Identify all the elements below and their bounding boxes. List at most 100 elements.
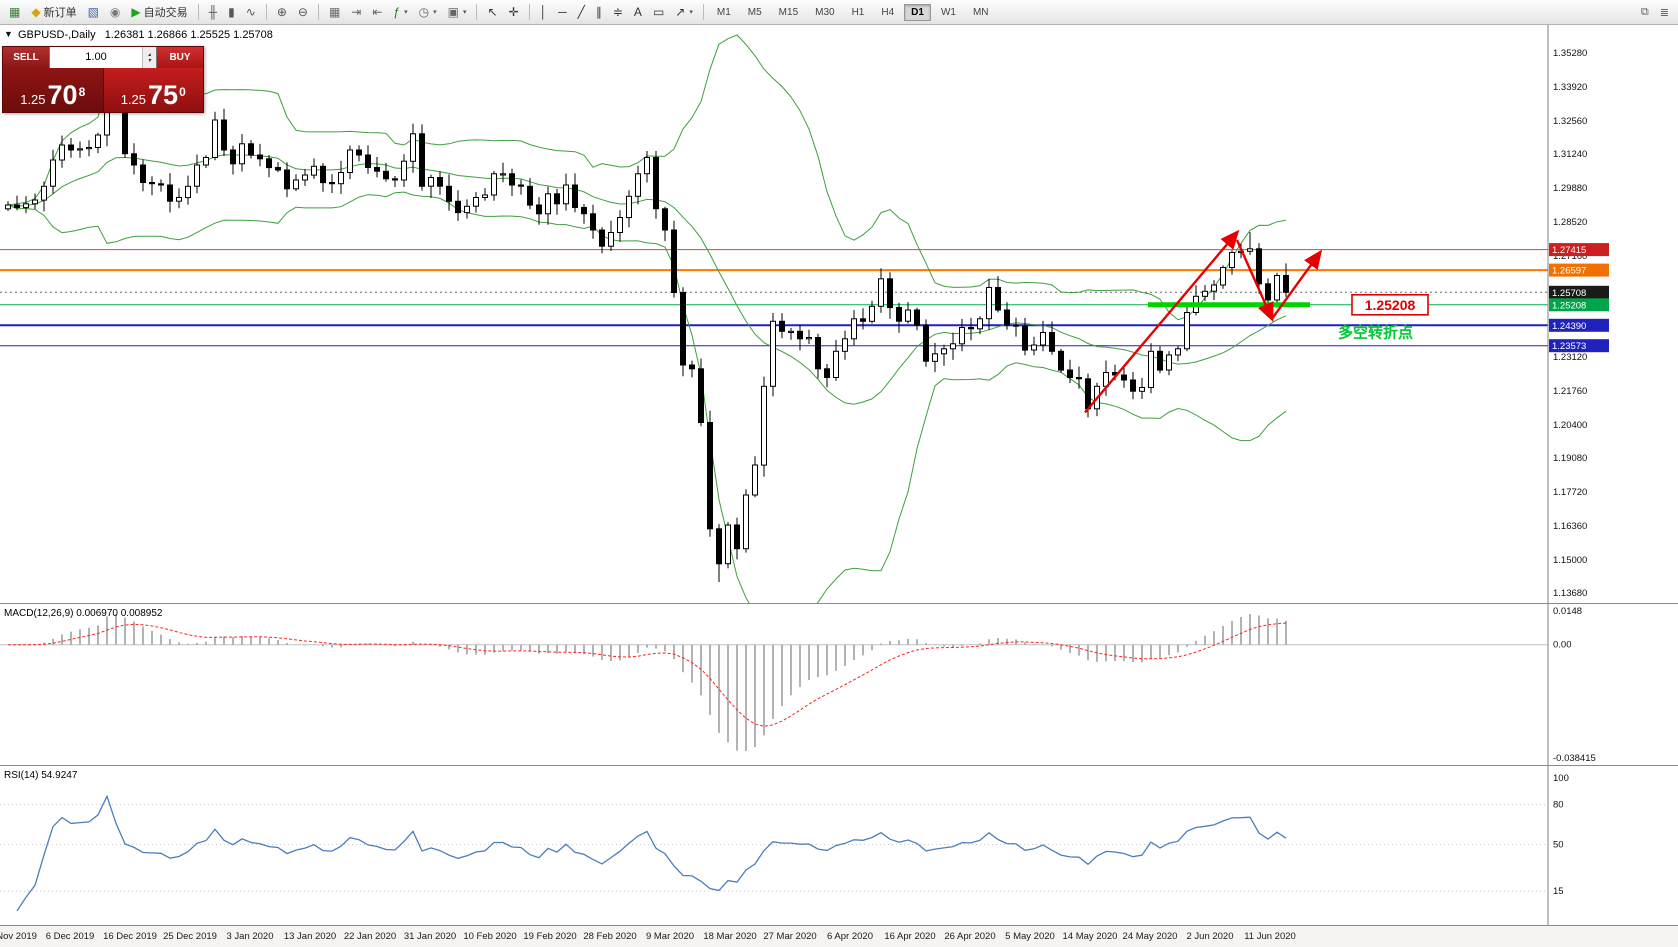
equidistant-channel-icon: ∥: [595, 5, 602, 19]
timeframe-m5-button[interactable]: M5: [747, 6, 762, 18]
svg-text:1.28520: 1.28520: [1553, 217, 1587, 228]
volume-spinner[interactable]: ▴ ▾: [142, 47, 156, 68]
timeframe-m1-button[interactable]: M1: [716, 6, 731, 18]
svg-text:1.16360: 1.16360: [1553, 521, 1587, 532]
periods-button[interactable]: ◷ ▾: [414, 4, 442, 20]
drawn-annotations[interactable]: 1.25208 多空转折点: [1084, 229, 1429, 414]
timeframe-h1-button[interactable]: H1: [851, 6, 865, 18]
equidistant-channel-button[interactable]: ∥: [591, 4, 607, 20]
volume-down-icon[interactable]: ▾: [147, 57, 151, 64]
fibonacci-retracement-button[interactable]: ≑: [608, 4, 628, 20]
text-button[interactable]: A: [629, 4, 647, 20]
volume-up-icon[interactable]: ▴: [147, 51, 151, 58]
timeframe-m30-button[interactable]: M30: [815, 6, 835, 18]
svg-text:100: 100: [1553, 773, 1569, 784]
crosshair-icon: ✛: [508, 5, 519, 19]
crosshair-button[interactable]: ✛: [504, 4, 524, 20]
auto-scroll-button[interactable]: ⇥: [346, 4, 366, 20]
date-axis-label: 6 Dec 2019: [45, 931, 95, 942]
price-axis[interactable]: 1.35280 1.33920 1.32560 1.31240 1.29880 1.285…: [1547, 25, 1609, 603]
toolbar-separator: [476, 4, 478, 20]
sound-alert-button[interactable]: ◉: [105, 4, 125, 20]
timeframe-w1-button[interactable]: W1: [940, 6, 956, 18]
rsi-line: [16, 794, 1287, 912]
vertical-line-button[interactable]: │: [535, 4, 553, 20]
date-axis-label: 13 Jan 2020: [283, 931, 337, 942]
new-chart-button[interactable]: ▦: [4, 4, 25, 20]
rsi-svg: 100 80 50 15 RSI(14) 54.9247: [0, 766, 1678, 925]
svg-text:1.32560: 1.32560: [1553, 116, 1587, 127]
indicators-icon: ƒ: [393, 5, 401, 19]
svg-text:1.23120: 1.23120: [1553, 352, 1587, 363]
rsi-panel[interactable]: 100 80 50 15 RSI(14) 54.9247: [0, 765, 1678, 925]
new-order-label: 新订单: [43, 7, 77, 19]
window-list-icon[interactable]: ≣: [1659, 6, 1669, 19]
templates-dropdown-icon[interactable]: ▾: [462, 9, 467, 16]
cursor-button[interactable]: ↖: [482, 4, 502, 20]
indicators-button[interactable]: ƒ ▾: [388, 4, 412, 20]
date-axis-label: 27 Mar 2020: [763, 931, 817, 942]
auto-trading-button[interactable]: ▶ 自动交易: [126, 2, 192, 22]
indicators-dropdown-icon[interactable]: ▾: [404, 9, 408, 16]
tile-windows-button[interactable]: ▦: [324, 4, 345, 20]
macd-histogram: [16, 614, 1287, 751]
horizontal-line-button[interactable]: ─: [553, 4, 572, 20]
templates-button[interactable]: ▣ ▾: [443, 4, 472, 20]
buy-price[interactable]: 1.25 75 0: [102, 68, 203, 112]
timeframe-m15-button[interactable]: M15: [778, 6, 799, 18]
timeframe-d1-button[interactable]: D1: [904, 3, 931, 21]
volume-value[interactable]: 1.00: [85, 51, 107, 63]
macd-label: MACD(12,26,9) 0.006970 0.008952: [4, 608, 163, 619]
candles: [5, 51, 1289, 582]
auto-trading-label: 自动交易: [143, 7, 188, 19]
periods-dropdown-icon[interactable]: ▾: [433, 9, 437, 16]
line-chart-type-button[interactable]: ∿: [241, 4, 261, 20]
trend-arrow: [1235, 239, 1274, 323]
svg-text:1.33920: 1.33920: [1553, 82, 1587, 93]
trend-arrow: [1084, 229, 1240, 414]
buy-price-pips: 75: [148, 80, 179, 110]
main-chart-svg: 1.25208 多空转折点 1.35280 1.33920 1.32560 1.31240…: [0, 25, 1678, 603]
new-chart-icon: ▦: [9, 5, 21, 19]
svg-text:1.35280: 1.35280: [1553, 48, 1587, 59]
svg-text:1.13680: 1.13680: [1553, 588, 1587, 599]
buy-price-point: 0: [179, 85, 186, 99]
templates-icon: ▣: [447, 5, 459, 19]
arrows-tool-dropdown-icon[interactable]: ▾: [689, 9, 693, 16]
date-axis-label: 31 Jan 2020: [403, 931, 457, 942]
main-chart-panel[interactable]: 1.25208 多空转折点 1.35280 1.33920 1.32560 1.31240…: [0, 25, 1678, 603]
macd-signal-line: [7, 622, 1287, 727]
svg-text:15: 15: [1553, 886, 1564, 897]
timeframe-mn-button[interactable]: MN: [972, 6, 989, 18]
chart-profiles-button[interactable]: ▧: [83, 4, 104, 20]
arrows-tool-button[interactable]: ↗ ▾: [670, 4, 698, 20]
svg-text:1.19080: 1.19080: [1553, 453, 1587, 464]
one-click-collapse-icon[interactable]: ▼: [4, 29, 13, 39]
trendline-button[interactable]: ╱: [573, 4, 590, 20]
zoom-in-button[interactable]: ⊕: [272, 4, 292, 20]
text-icon: A: [633, 5, 642, 19]
macd-panel[interactable]: 0.0148 0.00 -0.038415 MACD(12,26,9) 0.00697…: [0, 603, 1678, 765]
timeframe-h4-button[interactable]: H4: [881, 6, 895, 18]
new-window-icon[interactable]: ⧉: [1640, 5, 1649, 18]
bars-chart-type-button[interactable]: ╫: [204, 4, 223, 20]
new-order-button[interactable]: ◆ 新订单: [26, 2, 81, 22]
auto-scroll-icon: ⇥: [351, 5, 362, 19]
date-axis[interactable]: 27 Nov 2019 6 Dec 2019 16 Dec 2019 25 Dec 2…: [0, 925, 1678, 947]
zoom-out-button[interactable]: ⊖: [293, 4, 313, 20]
fibonacci-retracement-icon: ≑: [612, 5, 623, 19]
sell-button[interactable]: SELL: [3, 47, 49, 68]
buy-button[interactable]: BUY: [157, 47, 203, 68]
chart-shift-button[interactable]: ⇤: [367, 4, 387, 20]
volume-field[interactable]: 1.00 ▴ ▾: [49, 47, 157, 68]
date-axis-label: 3 Jan 2020: [226, 931, 274, 942]
tile-windows-icon: ▦: [328, 5, 341, 19]
date-axis-label: 14 May 2020: [1062, 931, 1118, 942]
trendline-icon: ╱: [577, 5, 585, 19]
svg-text:1.26597: 1.26597: [1552, 266, 1586, 277]
text-label-button[interactable]: ▭: [648, 4, 669, 20]
trend-arrow: [1271, 249, 1323, 320]
zoom-out-icon: ⊖: [297, 5, 308, 19]
sell-price[interactable]: 1.25 70 8: [3, 68, 103, 112]
candles-chart-type-button[interactable]: ▮: [223, 4, 240, 20]
